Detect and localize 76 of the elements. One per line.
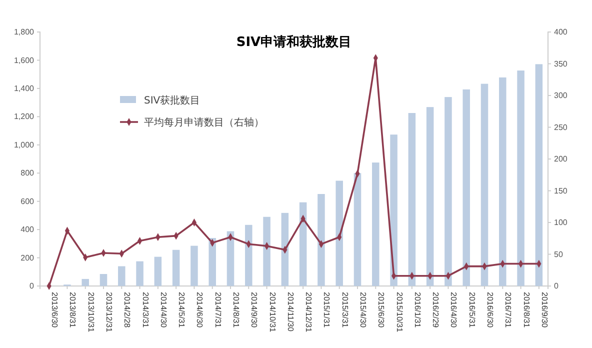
x-tick-label: 2015/6/30 (376, 292, 386, 328)
bar (390, 134, 398, 286)
bar (499, 77, 506, 286)
x-tick-label: 2014/2/28 (122, 292, 132, 328)
x-tick-label: 2014/7/31 (213, 292, 222, 328)
x-tick-label: 2016/4/30 (449, 292, 458, 328)
y-tick-label: 1,400 (14, 84, 35, 94)
x-tick-label: 2015/3/31 (340, 292, 350, 328)
x-tick-label: 2013/12/31 (104, 292, 114, 333)
x-tick-label: 2013/8/31 (68, 292, 78, 328)
y-tick-label: 1,600 (14, 56, 35, 65)
y-tick-label: 1,800 (14, 28, 35, 37)
bar (462, 89, 470, 286)
bar (245, 224, 252, 286)
bar (372, 162, 380, 286)
bar (100, 274, 108, 286)
bar (354, 173, 362, 286)
bar (480, 84, 488, 286)
chart-title: SIV申请和获批数目 (236, 34, 352, 50)
x-tick-label: 2014/6/30 (195, 292, 204, 328)
x-tick-label: 2014/4/30 (158, 292, 168, 328)
bar (426, 107, 434, 286)
y-tick-label: 0 (30, 282, 35, 291)
x-tick-label: 2015/4/30 (358, 292, 368, 328)
x-tick-label: 2015/1/31 (322, 292, 332, 328)
y-tick-label: 600 (20, 196, 35, 206)
x-tick-label: 2016/1/31 (412, 292, 422, 328)
bar (336, 180, 343, 286)
bar (444, 97, 452, 286)
y-tick-label: 200 (20, 253, 35, 262)
bar (208, 238, 216, 286)
y-tick-label: 800 (20, 168, 35, 178)
bar (517, 70, 524, 286)
bar (299, 202, 307, 286)
x-tick-label: 2014/3/31 (140, 292, 150, 328)
bar (281, 212, 289, 286)
y2-tick-label: 150 (554, 186, 568, 196)
x-tick-label: 2016/7/31 (504, 292, 513, 328)
y2-tick-label: 250 (554, 122, 568, 132)
x-tick-label: 2013/6/30 (50, 292, 60, 328)
legend-label: 平均每月申请数目（右轴） (144, 116, 264, 128)
x-tick-label: 2016/8/31 (522, 292, 531, 328)
x-tick-label: 2013/10/31 (86, 292, 96, 333)
y2-tick-label: 400 (554, 28, 568, 37)
y2-tick-label: 200 (554, 154, 568, 164)
bar (136, 261, 144, 286)
y-tick-label: 1,200 (14, 112, 35, 122)
x-tick-label: 2014/10/31 (268, 292, 277, 333)
x-tick-label: 2016/9/30 (540, 292, 549, 328)
y-tick-label: 400 (20, 225, 35, 234)
bar (263, 216, 270, 286)
bar (190, 246, 198, 286)
legend-label: SIV获批数目 (144, 94, 200, 106)
x-tick-label: 2016/5/31 (467, 292, 476, 328)
bar (408, 113, 416, 286)
x-tick-label: 2014/9/30 (250, 292, 259, 328)
x-tick-label: 2016/6/30 (486, 292, 494, 328)
x-tick-label: 2014/5/31 (177, 292, 186, 328)
y2-tick-label: 50 (554, 250, 564, 259)
x-tick-label: 2014/8/31 (232, 292, 240, 328)
y2-tick-label: 350 (554, 59, 568, 68)
bar (318, 194, 325, 286)
x-tick-label: 2014/12/31 (304, 292, 314, 333)
x-tick-label: 2016/2/29 (431, 292, 440, 328)
y2-tick-label: 100 (554, 218, 568, 228)
y2-tick-label: 300 (554, 91, 568, 100)
bar (226, 231, 234, 286)
y-tick-label: 1,000 (14, 140, 35, 150)
bar (535, 64, 543, 286)
bar (172, 250, 180, 286)
bar (154, 256, 162, 286)
y2-tick-label: 0 (554, 282, 559, 291)
bar (82, 278, 89, 286)
bar (118, 266, 126, 286)
x-tick-label: 2014/11/30 (286, 292, 295, 332)
x-tick-label: 2015/10/31 (394, 292, 404, 333)
